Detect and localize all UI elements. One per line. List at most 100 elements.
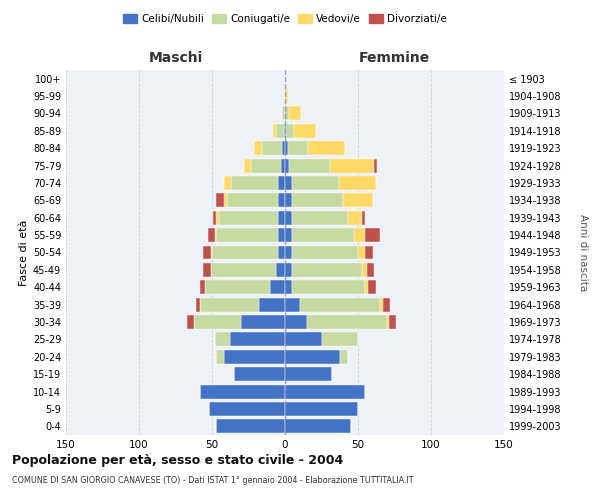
Bar (217, 211, 220, 224)
Bar (254, 142, 262, 155)
Bar (292, 246, 358, 260)
Text: Maschi: Maschi (148, 51, 203, 65)
Bar (251, 158, 281, 172)
Bar (365, 228, 380, 242)
Bar (203, 263, 211, 277)
Bar (362, 211, 365, 224)
Bar (285, 211, 292, 224)
Bar (285, 367, 332, 381)
Bar (383, 298, 390, 312)
Bar (203, 246, 211, 260)
Bar (294, 124, 316, 138)
Bar (292, 228, 353, 242)
Bar (380, 298, 383, 312)
Bar (244, 158, 251, 172)
Bar (212, 246, 278, 260)
Text: Femmine: Femmine (359, 51, 430, 65)
Bar (285, 142, 288, 155)
Bar (271, 280, 285, 294)
Bar (278, 228, 285, 242)
Bar (200, 298, 259, 312)
Bar (234, 367, 285, 381)
Bar (220, 211, 278, 224)
Bar (292, 211, 348, 224)
Bar (278, 211, 285, 224)
Bar (194, 315, 241, 329)
Bar (307, 315, 387, 329)
Bar (339, 176, 376, 190)
Bar (224, 176, 231, 190)
Bar (227, 194, 278, 207)
Bar (187, 315, 194, 329)
Bar (215, 228, 217, 242)
Bar (214, 211, 217, 224)
Bar (200, 280, 205, 294)
Bar (285, 228, 292, 242)
Bar (299, 298, 380, 312)
Bar (348, 211, 362, 224)
Bar (211, 246, 212, 260)
Bar (285, 89, 288, 103)
Bar (286, 124, 294, 138)
Bar (208, 228, 215, 242)
Bar (230, 332, 285, 346)
Bar (278, 176, 285, 190)
Bar (292, 263, 362, 277)
Bar (278, 194, 285, 207)
Bar (358, 246, 365, 260)
Y-axis label: Anni di nascita: Anni di nascita (578, 214, 588, 291)
Bar (308, 142, 345, 155)
Bar (322, 332, 358, 346)
Bar (365, 280, 368, 294)
Bar (365, 246, 373, 260)
Bar (282, 106, 285, 120)
Bar (285, 280, 292, 294)
Bar (205, 280, 271, 294)
Bar (259, 298, 285, 312)
Bar (343, 194, 373, 207)
Bar (389, 315, 396, 329)
Bar (368, 280, 376, 294)
Bar (285, 420, 350, 434)
Bar (340, 350, 348, 364)
Y-axis label: Fasce di età: Fasce di età (19, 220, 29, 286)
Bar (288, 142, 308, 155)
Bar (282, 142, 285, 155)
Bar (215, 332, 230, 346)
Bar (285, 106, 289, 120)
Bar (262, 142, 282, 155)
Bar (276, 263, 285, 277)
Bar (285, 124, 286, 138)
Bar (353, 228, 365, 242)
Bar (285, 176, 292, 190)
Bar (289, 158, 330, 172)
Bar (285, 350, 340, 364)
Bar (224, 350, 285, 364)
Text: Popolazione per età, sesso e stato civile - 2004: Popolazione per età, sesso e stato civil… (12, 454, 343, 467)
Bar (289, 106, 301, 120)
Bar (241, 315, 285, 329)
Bar (367, 263, 374, 277)
Bar (281, 158, 285, 172)
Bar (274, 124, 276, 138)
Bar (362, 263, 367, 277)
Bar (276, 124, 284, 138)
Bar (200, 384, 285, 398)
Bar (217, 194, 224, 207)
Bar (285, 384, 365, 398)
Bar (330, 158, 374, 172)
Bar (217, 350, 224, 364)
Bar (231, 176, 278, 190)
Text: COMUNE DI SAN GIORGIO CANAVESE (TO) - Dati ISTAT 1° gennaio 2004 - Elaborazione : COMUNE DI SAN GIORGIO CANAVESE (TO) - Da… (12, 476, 413, 485)
Bar (224, 194, 227, 207)
Bar (278, 246, 285, 260)
Legend: Celibi/Nubili, Coniugati/e, Vedovi/e, Divorziati/e: Celibi/Nubili, Coniugati/e, Vedovi/e, Di… (119, 10, 451, 28)
Bar (292, 176, 339, 190)
Bar (292, 280, 365, 294)
Bar (285, 194, 292, 207)
Bar (196, 298, 200, 312)
Bar (285, 298, 299, 312)
Bar (285, 158, 289, 172)
Bar (285, 263, 292, 277)
Bar (387, 315, 389, 329)
